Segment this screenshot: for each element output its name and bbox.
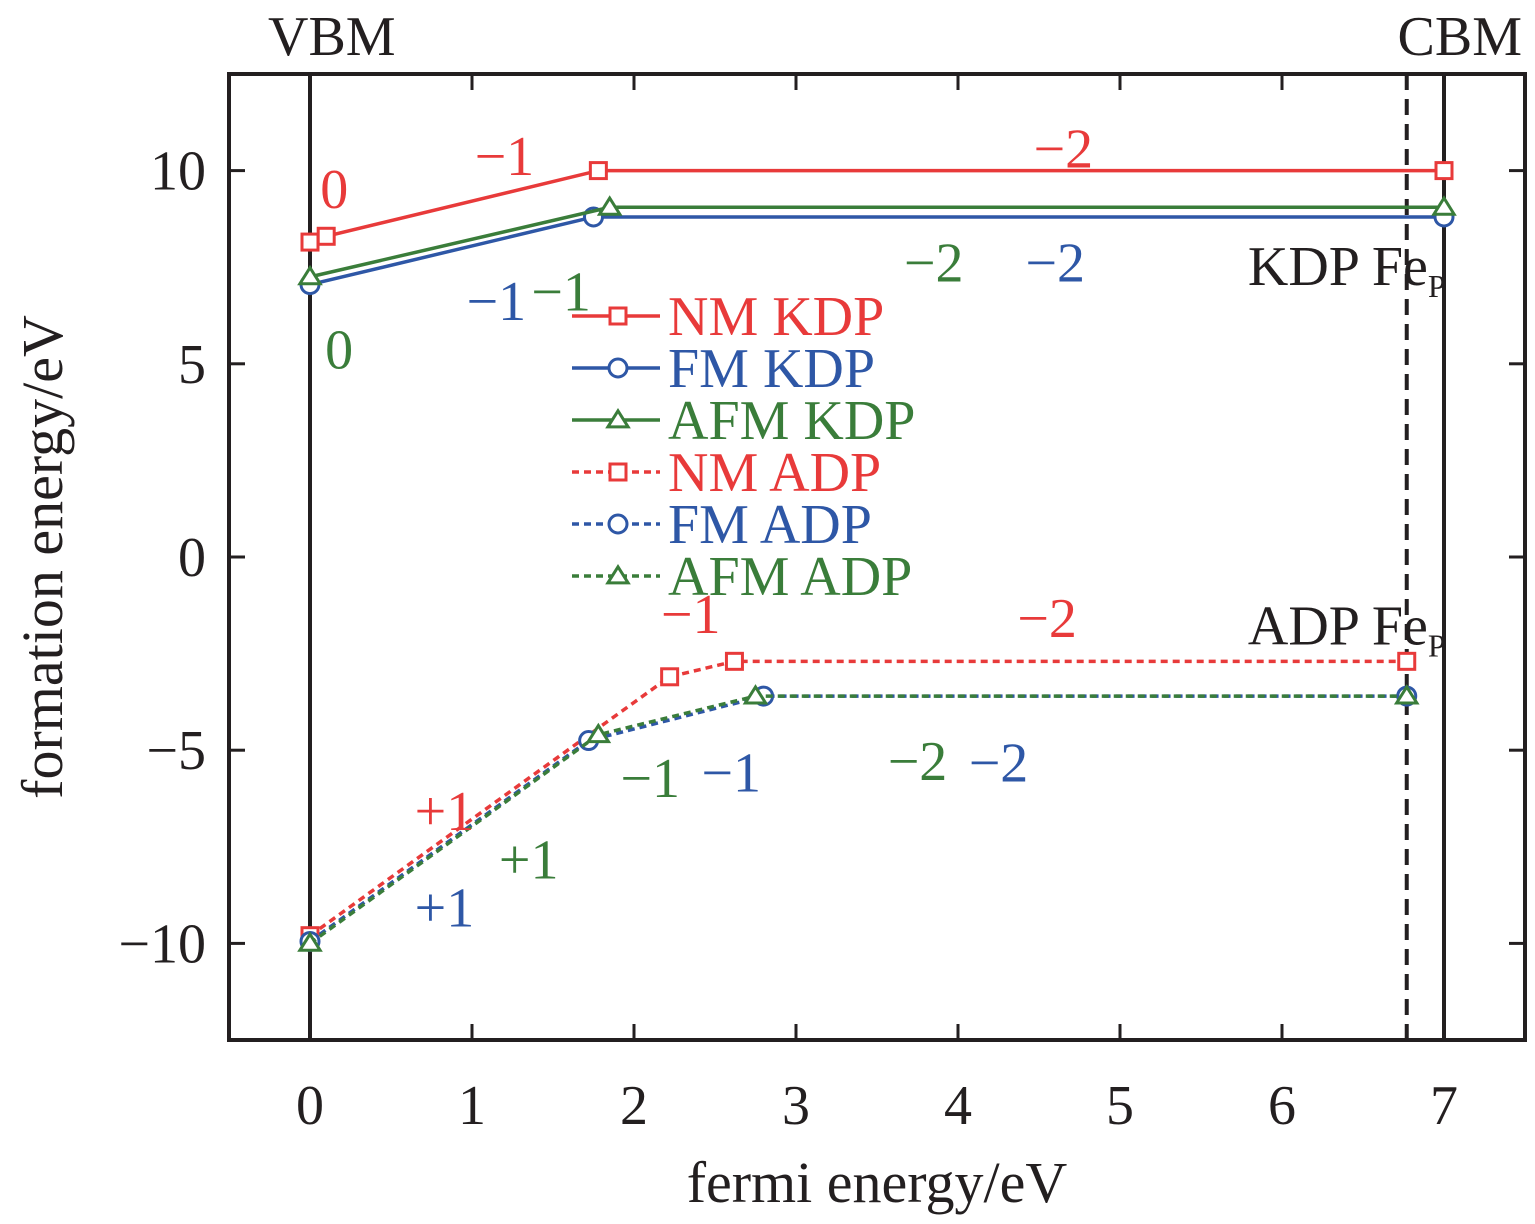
group-label: KDP FeP	[1248, 236, 1446, 304]
square-marker	[724, 651, 744, 671]
square-marker	[300, 232, 320, 252]
legend-label: FM KDP	[668, 338, 875, 400]
square-marker	[608, 306, 628, 326]
x-tick-label: 5	[1106, 1075, 1134, 1137]
charge-state-label: −1	[475, 126, 535, 188]
square-marker	[608, 462, 628, 482]
reference-lines: VBM CBM	[268, 6, 1522, 1040]
series-line	[308, 694, 1407, 943]
series-layer	[297, 161, 1457, 952]
charge-state-label: −1	[701, 742, 761, 804]
x-tick-label: 0	[296, 1075, 324, 1137]
charge-state-label: −2	[904, 232, 964, 294]
charge-state-labels: 0−1 −2−1 −10−2 −2−1 −2−1 −1 −2 −2+1+1+1	[320, 118, 1093, 939]
charge-state-label: −2	[1025, 232, 1085, 294]
charge-state-label: −2	[1034, 118, 1094, 180]
charge-state-label: 0	[320, 159, 348, 221]
triangle-marker	[1393, 684, 1420, 705]
y-tick-label: 10	[150, 141, 206, 203]
circle-marker	[607, 513, 629, 535]
square-marker	[1397, 651, 1417, 671]
circle-marker	[607, 357, 629, 379]
legend-label: NM KDP	[668, 286, 884, 348]
x-tick-label: 1	[458, 1075, 486, 1137]
x-tick-label: 3	[782, 1075, 810, 1137]
x-tick-label: 4	[944, 1075, 972, 1137]
reference-line-label: CBM	[1398, 6, 1523, 68]
group-label-main: ADP Fe	[1248, 596, 1428, 658]
x-tick-label: 2	[620, 1075, 648, 1137]
series-line	[308, 694, 1407, 945]
legend-label: FM ADP	[668, 494, 872, 556]
y-tick-label: 0	[178, 527, 206, 589]
x-tick-label: 6	[1268, 1075, 1296, 1137]
square-marker	[660, 667, 680, 687]
charge-state-label: 0	[325, 319, 353, 381]
legend-item: FM ADP	[572, 494, 872, 556]
legend-item: AFM ADP	[572, 546, 912, 608]
group-label-subscript: P	[1428, 628, 1446, 664]
x-tick-label: 7	[1430, 1075, 1458, 1137]
triangle-marker	[585, 722, 612, 744]
legend-item: NM ADP	[572, 442, 881, 504]
triangle-marker	[605, 407, 631, 429]
legend-item: AFM KDP	[572, 390, 915, 452]
triangle-marker	[297, 931, 323, 952]
legend-label: AFM ADP	[668, 546, 912, 608]
charge-state-label: −2	[888, 731, 948, 793]
legend-label: AFM KDP	[668, 390, 915, 452]
group-label: ADP FeP	[1248, 596, 1446, 664]
y-tick-label: 5	[178, 334, 206, 396]
series-line	[308, 659, 1407, 938]
triangle-marker	[742, 684, 769, 705]
series-afm-adp	[297, 684, 1420, 952]
square-marker	[316, 226, 336, 246]
reference-line-label: VBM	[268, 6, 396, 68]
x-axis-label: fermi energy/eV	[687, 1150, 1068, 1215]
legend-label: NM ADP	[668, 442, 881, 504]
charge-state-label: +1	[415, 878, 475, 940]
series-nm-kdp	[300, 161, 1454, 252]
triangle-marker	[596, 195, 623, 216]
group-label-main: KDP Fe	[1248, 236, 1428, 298]
charge-state-label: −1	[620, 748, 680, 810]
triangle-marker	[1431, 195, 1457, 216]
square-marker	[1434, 161, 1454, 181]
legend-item: NM KDP	[572, 286, 884, 348]
charge-state-label: +1	[499, 829, 559, 891]
series-nm-adp	[300, 651, 1417, 946]
triangle-marker	[605, 563, 631, 585]
charge-state-label: −2	[969, 733, 1029, 795]
group-label-subscript: P	[1428, 268, 1446, 304]
legend-item: FM KDP	[572, 338, 875, 400]
charge-state-label: +1	[415, 781, 475, 843]
square-marker	[588, 161, 608, 181]
y-tick-label: −10	[118, 913, 206, 975]
charge-state-label: −1	[661, 584, 721, 646]
triangle-marker	[297, 264, 323, 286]
y-tick-label: −5	[146, 720, 206, 782]
charge-state-label: −2	[1017, 588, 1077, 650]
series-afm-kdp	[297, 195, 1457, 286]
y-axis-label: formation energy/eV	[10, 315, 75, 799]
charge-state-label: −1	[467, 271, 527, 333]
charge-state-label: −1	[531, 261, 591, 323]
